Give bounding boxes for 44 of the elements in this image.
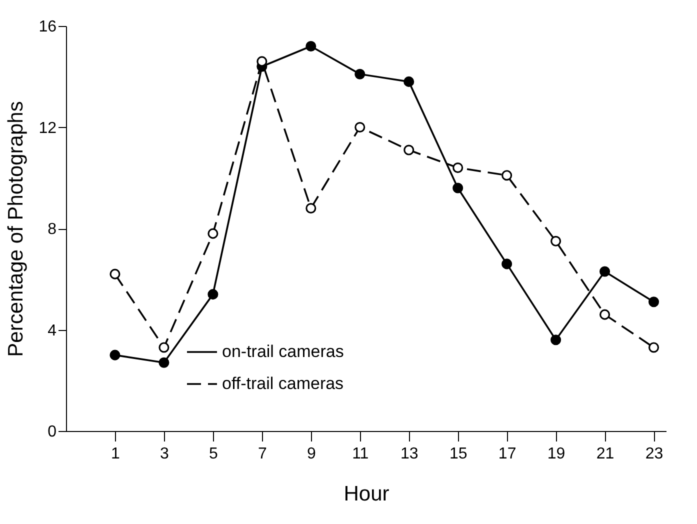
- point: [208, 228, 218, 239]
- y-tick-label: 0: [48, 424, 57, 440]
- x-tick-label: 23: [645, 446, 664, 462]
- x-tick-label: 13: [400, 446, 418, 462]
- x-tick-label: 21: [596, 446, 614, 462]
- point: [648, 296, 660, 308]
- y-tick-label: 16: [38, 18, 57, 36]
- x-tick-label: 7: [258, 446, 267, 462]
- point: [600, 266, 610, 277]
- point: [158, 357, 170, 368]
- point: [648, 342, 660, 353]
- point: [550, 236, 562, 246]
- x-tick-label: 1: [111, 446, 120, 462]
- x-tick-label: 17: [498, 446, 516, 462]
- point: [158, 342, 170, 353]
- x-tick-label: 15: [449, 446, 468, 462]
- point: [600, 309, 610, 320]
- point: [452, 182, 464, 194]
- y-tick-label: 8: [48, 221, 57, 238]
- x-tick-label: 19: [547, 446, 566, 462]
- y-tick-label: 4: [48, 322, 57, 340]
- point: [110, 350, 120, 360]
- point: [256, 56, 268, 67]
- legend-label: off-trail cameras: [222, 374, 344, 393]
- point: [306, 40, 316, 52]
- x-tick-label: 5: [208, 446, 218, 462]
- y-axis-title: Percentage of Photographs: [4, 101, 28, 357]
- legend-label: on-trail cameras: [222, 342, 344, 361]
- x-axis-title: Hour: [344, 482, 390, 506]
- point: [110, 268, 120, 280]
- x-tick-label: 3: [160, 446, 170, 462]
- point: [502, 170, 512, 181]
- point: [502, 258, 512, 270]
- point: [306, 202, 316, 214]
- point: [404, 144, 414, 156]
- y-tick-label: 12: [38, 120, 57, 137]
- point: [354, 68, 366, 80]
- point: [452, 162, 464, 174]
- point: [354, 122, 366, 133]
- x-tick-label: 9: [306, 446, 316, 462]
- point: [404, 76, 414, 87]
- point: [208, 289, 218, 300]
- point: [550, 334, 562, 346]
- x-tick-label: 11: [352, 446, 369, 462]
